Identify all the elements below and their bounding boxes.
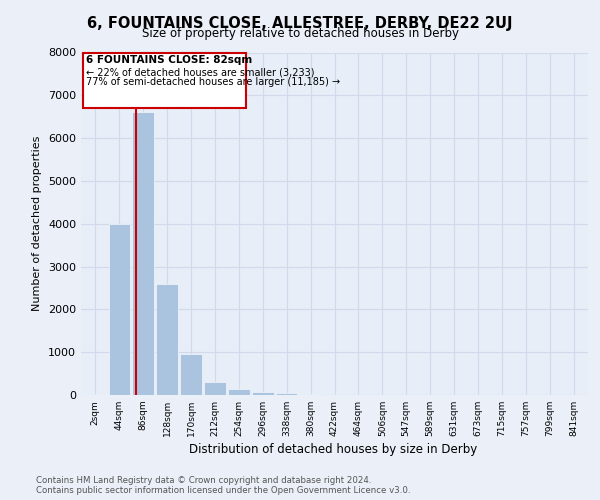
Bar — [204, 382, 226, 395]
Bar — [252, 392, 274, 395]
Text: 77% of semi-detached houses are larger (11,185) →: 77% of semi-detached houses are larger (… — [86, 78, 340, 88]
Bar — [228, 389, 250, 395]
Bar — [180, 354, 202, 395]
Text: Contains public sector information licensed under the Open Government Licence v3: Contains public sector information licen… — [36, 486, 410, 495]
Text: Size of property relative to detached houses in Derby: Size of property relative to detached ho… — [142, 28, 458, 40]
Bar — [157, 284, 178, 395]
FancyBboxPatch shape — [83, 52, 246, 108]
Text: 6 FOUNTAINS CLOSE: 82sqm: 6 FOUNTAINS CLOSE: 82sqm — [86, 55, 252, 65]
Text: ← 22% of detached houses are smaller (3,233): ← 22% of detached houses are smaller (3,… — [86, 67, 314, 77]
Bar — [85, 394, 106, 395]
Bar — [109, 224, 130, 395]
Text: 6, FOUNTAINS CLOSE, ALLESTREE, DERBY, DE22 2UJ: 6, FOUNTAINS CLOSE, ALLESTREE, DERBY, DE… — [87, 16, 513, 31]
Bar — [300, 394, 322, 395]
Text: Distribution of detached houses by size in Derby: Distribution of detached houses by size … — [189, 442, 477, 456]
Bar — [276, 393, 298, 395]
Text: Contains HM Land Registry data © Crown copyright and database right 2024.: Contains HM Land Registry data © Crown c… — [36, 476, 371, 485]
Bar — [133, 112, 154, 395]
Y-axis label: Number of detached properties: Number of detached properties — [32, 136, 43, 312]
